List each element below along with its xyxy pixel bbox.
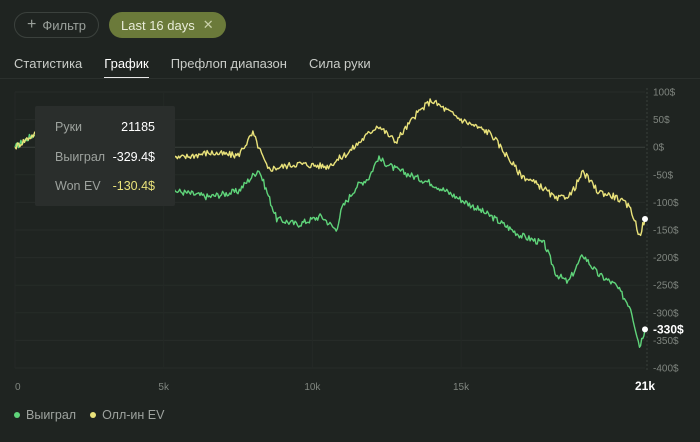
hover-tooltip: Руки 21185 Выиграл -329.4$ Won EV -130.4… bbox=[35, 106, 175, 206]
x-tick-label: 10k bbox=[304, 382, 321, 393]
y-tick-label: -250$ bbox=[653, 281, 679, 292]
add-filter-button[interactable]: + Фильтр bbox=[14, 12, 100, 38]
series-end-marker bbox=[642, 215, 648, 222]
y-tick-label: -400$ bbox=[653, 364, 679, 375]
tabs-divider bbox=[0, 78, 700, 79]
tab-hand-strength[interactable]: Сила руки bbox=[308, 56, 371, 71]
y-tick-label: -100$ bbox=[653, 198, 679, 209]
legend-item-allin-ev[interactable]: Олл-ин EV bbox=[90, 408, 164, 422]
y-tick-label: -300$ bbox=[653, 308, 679, 319]
y-tick-label: -350$ bbox=[653, 336, 679, 347]
plus-icon: + bbox=[27, 16, 37, 33]
legend-item-won[interactable]: Выиграл bbox=[14, 408, 76, 422]
profit-chart[interactable]: 100$ 50$ 0$ -50$ -100$ -150$ -200$ -250$ -300$ -3… bbox=[0, 80, 700, 400]
tab-bar: Статистика График Префлоп диапазон Сила … bbox=[14, 56, 371, 79]
add-filter-label: Фильтр bbox=[42, 17, 87, 33]
chart-legend: Выиграл Олл-ин EV bbox=[14, 408, 164, 422]
y-tick-label: 50$ bbox=[653, 115, 670, 126]
close-icon[interactable]: ✕ bbox=[202, 17, 214, 32]
end-value-label: -330$ bbox=[653, 322, 684, 336]
x-tick-label: 0 bbox=[15, 382, 21, 393]
filter-row: + Фильтр Last 16 days ✕ bbox=[14, 12, 226, 38]
tab-statistics[interactable]: Статистика bbox=[14, 56, 83, 71]
legend-dot-won bbox=[14, 412, 20, 418]
y-tick-label: -200$ bbox=[653, 253, 679, 264]
tab-preflop-range[interactable]: Префлоп диапазон bbox=[170, 56, 287, 71]
x-tick-label: 21k bbox=[635, 379, 655, 393]
legend-dot-allin-ev bbox=[90, 412, 97, 418]
tooltip-row-won: Выиграл -329.4$ bbox=[55, 150, 155, 164]
y-tick-label: -50$ bbox=[653, 170, 673, 181]
series-end-marker bbox=[642, 326, 648, 333]
date-filter-chip[interactable]: Last 16 days ✕ bbox=[109, 12, 226, 38]
tab-graph[interactable]: График bbox=[104, 56, 149, 79]
date-filter-label: Last 16 days bbox=[121, 17, 195, 33]
x-tick-label: 15k bbox=[453, 382, 470, 393]
y-tick-label: 0$ bbox=[653, 143, 665, 154]
y-tick-label: -150$ bbox=[653, 226, 679, 237]
y-tick-label: 100$ bbox=[653, 88, 676, 99]
x-tick-label: 5k bbox=[158, 382, 170, 393]
tooltip-row-hands: Руки 21185 bbox=[55, 120, 155, 134]
tooltip-row-won-ev: Won EV -130.4$ bbox=[55, 179, 155, 193]
